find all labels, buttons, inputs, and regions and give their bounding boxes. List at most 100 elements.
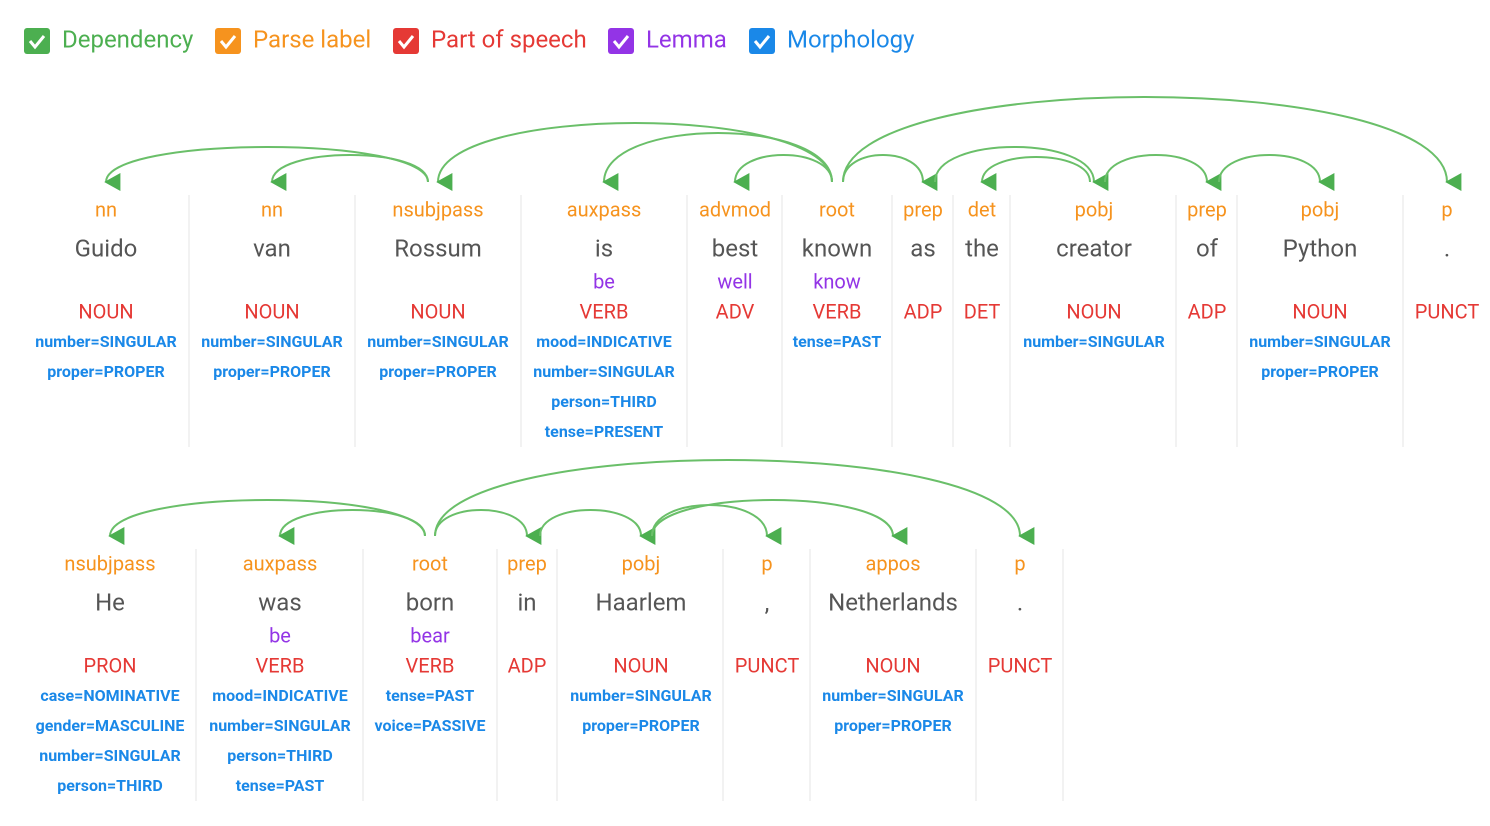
- word: is: [595, 234, 613, 262]
- parse-label: nsubjpass: [392, 197, 483, 221]
- part-of-speech: NOUN: [244, 299, 299, 323]
- word: Rossum: [394, 234, 482, 262]
- word: .: [1444, 234, 1450, 262]
- morphology: mood=INDICATIVE: [212, 686, 347, 705]
- parse-label: pobj: [622, 551, 661, 575]
- parse-label: auxpass: [567, 197, 642, 221]
- morphology: number=SINGULAR: [201, 332, 343, 351]
- dependency-arc: [651, 499, 908, 545]
- check-mark: [397, 35, 415, 50]
- word: .: [1017, 588, 1023, 616]
- parse-label: root: [819, 197, 855, 221]
- morphology: tense=PAST: [236, 776, 325, 795]
- dependency-arc: [104, 146, 429, 192]
- word: Guido: [75, 234, 138, 262]
- dependency-arc: [733, 154, 833, 192]
- morphology: proper=PROPER: [1261, 362, 1379, 381]
- part-of-speech: ADV: [716, 299, 755, 323]
- morphology: number=SINGULAR: [570, 686, 712, 705]
- checkbox[interactable]: [215, 28, 241, 54]
- morphology: proper=PROPER: [213, 362, 331, 381]
- legend-label[interactable]: Parse label: [253, 25, 371, 53]
- checkbox[interactable]: [749, 28, 775, 54]
- morphology: number=SINGULAR: [1023, 332, 1165, 351]
- word: best: [712, 234, 759, 262]
- check-mark: [753, 35, 771, 50]
- part-of-speech: VERB: [813, 299, 862, 323]
- morphology: number=SINGULAR: [533, 362, 675, 381]
- word: Python: [1283, 234, 1358, 262]
- dependency-arc: [270, 154, 429, 192]
- part-of-speech: VERB: [580, 299, 629, 323]
- morphology: tense=PRESENT: [545, 422, 664, 441]
- lemma: be: [593, 269, 615, 293]
- part-of-speech: NOUN: [410, 299, 465, 323]
- parse-label: pobj: [1075, 197, 1114, 221]
- morphology: number=SINGULAR: [1249, 332, 1391, 351]
- dependency-arc: [108, 499, 426, 546]
- parse-label: nn: [261, 197, 283, 221]
- dependency-arc: [651, 504, 782, 545]
- part-of-speech: ADP: [904, 299, 943, 323]
- lemma: well: [717, 269, 752, 293]
- morphology: number=SINGULAR: [367, 332, 509, 351]
- morphology: case=NOMINATIVE: [40, 686, 179, 705]
- morphology: tense=PAST: [793, 332, 882, 351]
- part-of-speech: NOUN: [613, 653, 668, 677]
- legend-label[interactable]: Dependency: [62, 25, 194, 53]
- part-of-speech: ADP: [508, 653, 547, 677]
- parse-label: root: [412, 551, 448, 575]
- check-mark: [612, 35, 630, 50]
- parse-label: prep: [507, 551, 547, 575]
- morphology: number=SINGULAR: [822, 686, 964, 705]
- parse-label: advmod: [699, 197, 771, 221]
- morphology: proper=PROPER: [47, 362, 165, 381]
- legend-label[interactable]: Part of speech: [431, 25, 587, 53]
- legend-label[interactable]: Lemma: [646, 25, 727, 53]
- morphology: mood=INDICATIVE: [536, 332, 671, 351]
- dependency-arc: [1218, 154, 1335, 191]
- parse-label: p: [761, 551, 772, 575]
- word: Haarlem: [596, 588, 687, 616]
- checkbox[interactable]: [608, 28, 634, 54]
- morphology: gender=MASCULINE: [36, 716, 185, 735]
- check-mark: [28, 35, 46, 50]
- morphology: person=THIRD: [227, 746, 332, 765]
- part-of-speech: NOUN: [1292, 299, 1347, 323]
- part-of-speech: NOUN: [1066, 299, 1121, 323]
- word: van: [253, 234, 291, 262]
- part-of-speech: PUNCT: [988, 653, 1053, 677]
- morphology: tense=PAST: [386, 686, 475, 705]
- checkbox[interactable]: [24, 28, 50, 54]
- word: Netherlands: [828, 588, 958, 616]
- word: the: [965, 234, 999, 262]
- check-mark: [219, 35, 237, 50]
- parse-label: p: [1014, 551, 1025, 575]
- part-of-speech: NOUN: [78, 299, 133, 323]
- lemma: bear: [410, 623, 450, 647]
- dependency-arc: [434, 509, 542, 545]
- dependency-arc: [980, 156, 1091, 192]
- dependency-arc: [436, 121, 833, 192]
- part-of-speech: PRON: [84, 653, 137, 677]
- parse-label: p: [1441, 197, 1452, 221]
- word: known: [802, 234, 872, 262]
- morphology: number=SINGULAR: [39, 746, 181, 765]
- word: in: [517, 588, 536, 616]
- part-of-speech: PUNCT: [1415, 299, 1480, 323]
- morphology: person=THIRD: [551, 392, 656, 411]
- checkbox[interactable]: [393, 28, 419, 54]
- part-of-speech: NOUN: [865, 653, 920, 677]
- word: born: [406, 588, 455, 616]
- parse-label: nn: [95, 197, 117, 221]
- parse-label: nsubjpass: [64, 551, 155, 575]
- dependency-arc: [434, 459, 1035, 545]
- legend-label[interactable]: Morphology: [787, 25, 915, 53]
- morphology: proper=PROPER: [582, 716, 700, 735]
- morphology: number=SINGULAR: [35, 332, 177, 351]
- parse-label: prep: [903, 197, 943, 221]
- word: of: [1196, 234, 1219, 262]
- parse-label: prep: [1187, 197, 1227, 221]
